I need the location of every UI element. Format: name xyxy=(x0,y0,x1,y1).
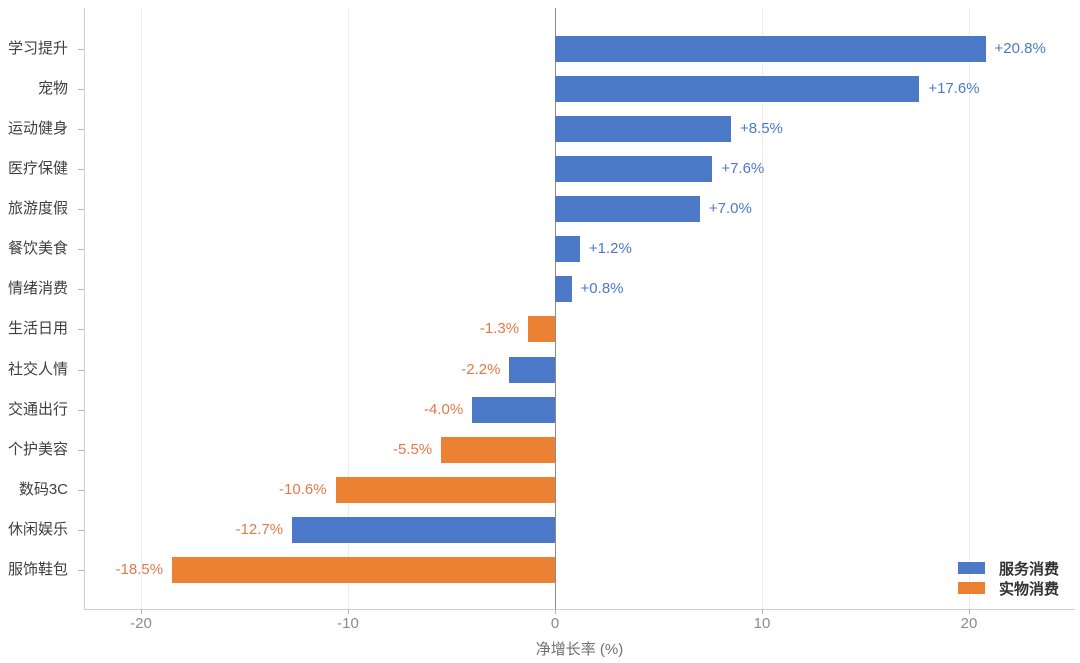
category-label: 交通出行 xyxy=(7,400,68,418)
category-label: 医疗保健 xyxy=(7,160,68,178)
bar-value-label: -2.2% xyxy=(461,360,501,378)
bar xyxy=(555,196,700,223)
category-label: 休闲娱乐 xyxy=(7,520,68,538)
legend-item: 实物消费 xyxy=(958,579,1060,598)
bar-value-label: -10.6% xyxy=(279,480,327,498)
y-tick-mark xyxy=(78,129,84,131)
category-label: 社交人情 xyxy=(7,360,68,378)
x-tick-label: 20 xyxy=(960,615,978,632)
legend-swatch xyxy=(958,562,985,574)
category-label: 学习提升 xyxy=(7,40,68,57)
y-tick-mark xyxy=(78,169,84,171)
x-tick-label: -20 xyxy=(130,615,152,632)
bar-value-label: +7.0% xyxy=(708,200,752,218)
bar-value-label: +17.6% xyxy=(928,80,980,98)
x-gridline xyxy=(762,8,763,609)
bar-value-label: -12.7% xyxy=(235,520,284,538)
bar xyxy=(172,556,555,583)
x-tick-mark xyxy=(348,609,349,614)
bar xyxy=(441,436,555,463)
category-label: 情绪消费 xyxy=(7,280,68,298)
bar xyxy=(555,36,986,62)
y-tick-mark xyxy=(78,529,84,531)
bar-value-label: +20.8% xyxy=(994,40,1046,57)
bar-value-label: +1.2% xyxy=(588,240,632,258)
y-tick-mark xyxy=(78,289,84,291)
y-tick-mark xyxy=(78,409,84,411)
x-tick-label: 0 xyxy=(550,615,560,632)
category-label: 餐饮美食 xyxy=(7,240,68,258)
legend-swatch xyxy=(958,582,985,594)
bar-value-label: +8.5% xyxy=(739,120,783,138)
bar xyxy=(555,276,572,303)
y-tick-mark xyxy=(78,449,84,451)
zero-line xyxy=(555,8,556,609)
y-tick-mark xyxy=(78,89,84,91)
bar xyxy=(555,156,713,183)
x-tick-mark xyxy=(969,609,970,614)
y-axis-spine xyxy=(84,8,85,609)
y-tick-mark xyxy=(78,569,84,571)
category-label: 数码3C xyxy=(18,480,68,498)
category-label: 运动健身 xyxy=(7,120,68,138)
bar xyxy=(335,476,555,503)
category-label: 个护美容 xyxy=(7,440,68,458)
y-tick-mark xyxy=(78,209,84,211)
y-tick-mark xyxy=(78,489,84,491)
category-label: 服饰鞋包 xyxy=(7,560,68,578)
bar xyxy=(509,356,555,383)
x-tick-label: 10 xyxy=(753,615,771,632)
bar xyxy=(555,236,580,263)
x-tick-mark xyxy=(141,609,142,614)
x-tick-mark xyxy=(762,609,763,614)
bar-value-label: +0.8% xyxy=(580,280,624,298)
legend-item: 服务消费 xyxy=(958,559,1060,578)
bar xyxy=(528,316,555,343)
bar xyxy=(555,116,731,143)
x-gridline xyxy=(141,8,142,609)
y-tick-mark xyxy=(78,49,84,50)
y-tick-mark xyxy=(78,329,84,331)
bar xyxy=(472,396,555,423)
x-tick-mark xyxy=(555,609,556,614)
y-tick-mark xyxy=(78,369,84,371)
bar-value-label: -5.5% xyxy=(392,440,433,458)
y-tick-mark xyxy=(78,249,84,251)
category-label: 生活日用 xyxy=(7,320,68,338)
category-label: 宠物 xyxy=(37,80,68,98)
category-label: 旅游度假 xyxy=(7,200,68,218)
legend-label: 服务消费 xyxy=(999,560,1060,578)
x-axis-line xyxy=(84,609,1075,610)
bar-value-label: -18.5% xyxy=(115,560,164,578)
x-axis-title: 净增长率 (%) xyxy=(535,641,624,658)
legend-label: 实物消费 xyxy=(999,580,1060,598)
x-tick-label: -10 xyxy=(337,615,359,632)
bar xyxy=(555,76,920,103)
bar-value-label: -4.0% xyxy=(424,400,464,418)
bar-value-label: -1.3% xyxy=(479,320,520,338)
bar xyxy=(292,516,555,543)
x-gridline xyxy=(969,8,970,609)
bar-value-label: +7.6% xyxy=(721,160,765,178)
x-gridline xyxy=(348,8,349,609)
